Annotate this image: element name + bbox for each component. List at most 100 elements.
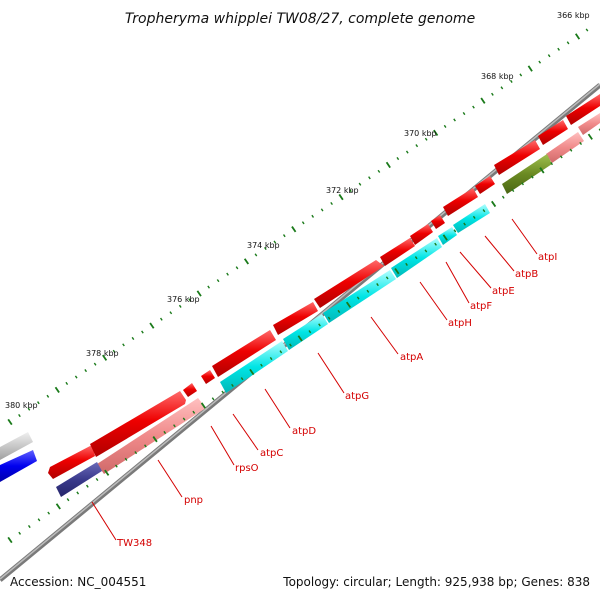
inner-tick-mark <box>66 498 70 502</box>
outer-tick-mark <box>320 208 324 212</box>
outer-tick-mark <box>433 129 439 136</box>
gene-atpA-red <box>314 260 384 308</box>
inner-tick-mark <box>124 457 128 461</box>
inner-tick-mark <box>579 141 583 145</box>
gene-atpC-red <box>201 370 215 384</box>
gene-cyan-6 <box>453 204 490 233</box>
leader-atpD <box>264 388 291 429</box>
outer-tick-mark <box>330 201 333 206</box>
outer-tick-mark <box>178 304 182 308</box>
outer-tick-mark <box>188 298 192 302</box>
leader-TW348 <box>91 501 117 541</box>
gene-pink-1 <box>97 398 206 474</box>
gene-pnp-red <box>48 445 95 479</box>
outer-tick-mark <box>574 33 581 40</box>
outer-tick-mark <box>74 375 78 379</box>
gene-label-atpA: atpA <box>400 352 423 363</box>
gene-label-atpH: atpH <box>448 318 472 329</box>
inner-tick-mark <box>511 188 515 193</box>
outer-tick-mark <box>358 182 362 186</box>
inner-tick-mark <box>530 175 534 179</box>
inner-tick-mark <box>152 436 158 443</box>
inner-tick-mark <box>279 350 283 354</box>
outer-tick-mark <box>93 362 97 366</box>
inner-tick-mark <box>424 249 428 253</box>
outer-tick-mark <box>301 221 305 225</box>
kbp-labels: 366 kbp 368 kbp 370 kbp 372 kbp 374 kbp … <box>5 11 590 410</box>
inner-tick-mark <box>27 525 31 529</box>
inner-tick-mark <box>472 215 476 219</box>
gene-block-red-1 <box>90 391 186 457</box>
gene-atpE-red <box>431 215 445 229</box>
inner-tick-mark <box>260 363 263 367</box>
inner-tick-mark <box>144 444 147 448</box>
outer-tick-mark <box>377 169 381 173</box>
kbp-label-380: 380 kbp <box>5 401 38 410</box>
inner-tick-mark <box>414 256 418 260</box>
outer-tick-mark <box>159 317 163 321</box>
outer-tick-mark <box>37 401 40 405</box>
outer-tick-mark <box>566 41 570 45</box>
outer-tick-mark <box>538 60 542 64</box>
leader-atpF <box>445 261 470 304</box>
genes-layer <box>0 94 600 497</box>
gene-label-lines <box>91 218 538 541</box>
outer-tick-mark <box>509 79 513 83</box>
inner-tick-mark <box>55 503 61 510</box>
inner-tick-mark <box>37 518 41 522</box>
inner-tick-mark <box>356 296 360 300</box>
outer-tick-mark <box>65 381 69 385</box>
outer-tick-mark <box>527 65 533 72</box>
inner-tick-mark <box>221 390 225 394</box>
feature-navy-TW348 <box>56 462 102 497</box>
leader-atpC <box>232 413 259 451</box>
outer-tick-mark <box>122 343 125 347</box>
outer-tick-mark <box>585 28 589 32</box>
kbp-label-372: 372 kbp <box>326 186 359 195</box>
outer-tick-mark <box>547 54 551 58</box>
kbp-label-368: 368 kbp <box>481 72 514 81</box>
outer-tick-mark <box>18 414 21 418</box>
inner-tick-mark <box>163 430 167 435</box>
gene-pink-2 <box>546 132 584 163</box>
outer-tick-mark <box>273 240 277 244</box>
inner-tick-mark <box>453 229 457 233</box>
outer-tick-mark <box>500 86 504 90</box>
inner-tick-mark <box>86 484 89 488</box>
outer-tick-mark <box>282 234 286 238</box>
feature-olive <box>502 154 552 194</box>
gene-labels: atpI atpB atpE atpF atpH atpA atpG atpD … <box>116 252 557 549</box>
gene-block-red-2 <box>494 140 540 175</box>
gene-cyan-1 <box>220 341 288 393</box>
inner-tick-mark <box>385 276 389 280</box>
leader-atpG <box>317 352 345 394</box>
inner-tick-mark <box>192 410 196 414</box>
inner-tick-mark <box>308 330 312 334</box>
inner-tick-mark <box>491 200 497 208</box>
gene-label-atpE: atpE <box>492 286 515 297</box>
gene-pink-3 <box>578 113 600 135</box>
outer-tick-mark <box>349 189 352 193</box>
gene-atpB-red <box>443 188 478 216</box>
outer-tick-mark <box>519 73 523 77</box>
leader-atpE <box>459 251 492 289</box>
outer-tick-mark <box>102 354 108 361</box>
gene-block-red-4 <box>566 94 600 125</box>
feature-grey <box>0 432 33 460</box>
outer-tick-mark <box>27 407 31 411</box>
outer-tick-mark <box>207 285 211 289</box>
outer-tick-mark <box>443 124 447 128</box>
gene-label-atpI: atpI <box>538 252 557 263</box>
outer-tick-mark <box>491 92 494 96</box>
outer-tick-mark <box>338 193 344 201</box>
inner-tick-mark <box>269 356 273 361</box>
outer-tick-mark <box>254 253 258 257</box>
inner-tick-mark <box>337 309 341 314</box>
inner-tick-mark <box>95 477 99 482</box>
inner-tick-mark <box>434 242 437 246</box>
kbp-label-378: 378 kbp <box>86 349 119 358</box>
gene-atpH-red <box>380 238 415 266</box>
inner-tick-mark <box>249 368 255 376</box>
inner-tick-mark <box>297 335 303 342</box>
leader-atpH <box>419 281 448 321</box>
